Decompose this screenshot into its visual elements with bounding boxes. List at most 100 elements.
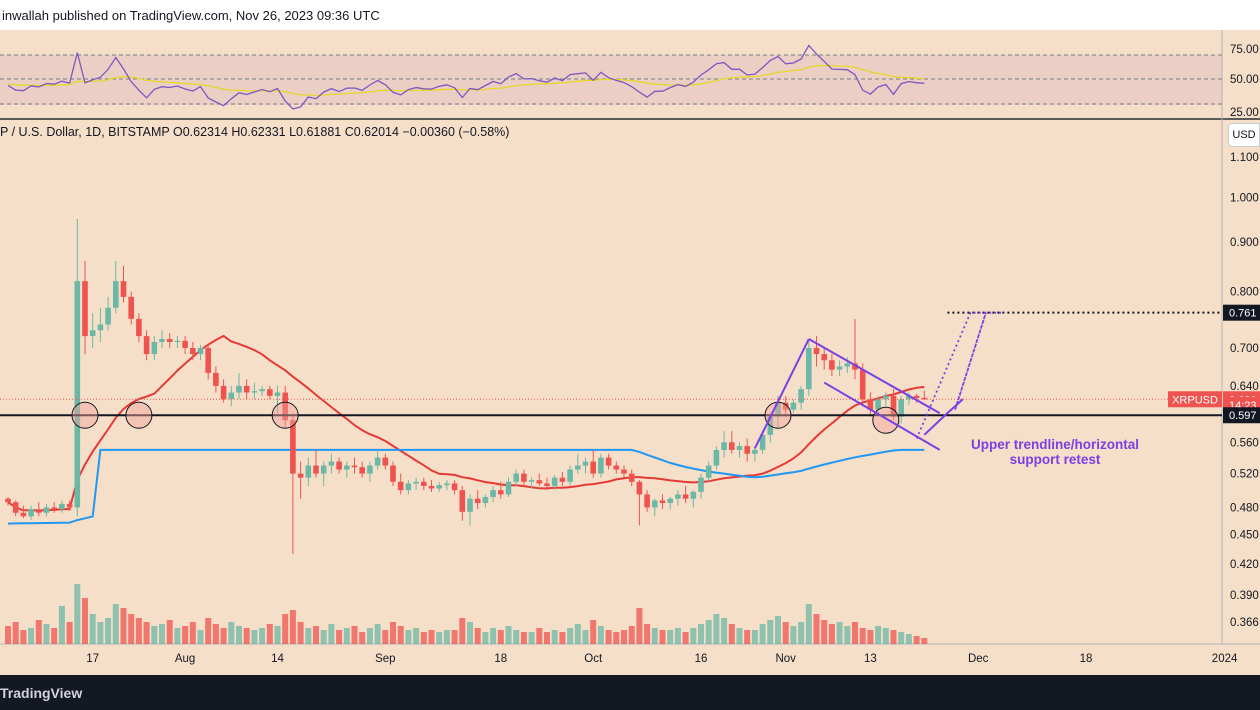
candle-body <box>20 512 27 517</box>
candle <box>421 477 427 491</box>
candle <box>644 490 650 512</box>
candle-body <box>428 485 435 489</box>
volume-bar <box>898 632 905 644</box>
candle <box>274 385 281 414</box>
candle-body <box>113 281 119 308</box>
volume-bar <box>305 628 312 644</box>
candle <box>290 413 296 554</box>
candle <box>66 500 73 511</box>
candle-body <box>243 385 250 393</box>
candle-body <box>644 494 650 508</box>
volume-bar <box>20 630 27 644</box>
candle-body <box>836 366 843 370</box>
candle-body <box>544 483 550 486</box>
candle <box>474 490 481 510</box>
candle <box>28 505 34 520</box>
volume-bar <box>182 626 189 644</box>
candle-body <box>713 449 720 466</box>
volume-bar <box>813 614 820 644</box>
volume-bar <box>82 598 88 644</box>
candle-body <box>890 395 897 417</box>
candle-body <box>251 391 258 393</box>
volume-bar <box>728 624 735 644</box>
time-tick-label: Sep <box>375 653 395 665</box>
volume-bar <box>112 604 119 644</box>
time-tick-label: 17 <box>86 653 99 665</box>
candle <box>297 461 304 499</box>
candle-body <box>436 485 442 489</box>
candle <box>151 336 158 361</box>
candle-body <box>197 347 204 355</box>
price-tick-label: 0.900 <box>1230 237 1259 249</box>
volume-bar <box>536 628 543 644</box>
candle <box>852 318 858 380</box>
price-tick-label: 0.520 <box>1230 469 1259 481</box>
candle-body <box>467 498 473 512</box>
price-chart[interactable]: 75.00 50.00 25.00 1.100 1.000 0.900 0.800 0.700… <box>0 30 1260 675</box>
candle <box>20 505 27 519</box>
candle <box>174 336 181 348</box>
volume-bar <box>251 630 258 644</box>
candle-body <box>775 402 781 417</box>
volume-bar <box>559 632 566 644</box>
impulse-line <box>754 338 810 449</box>
candle <box>182 336 188 355</box>
candle-body <box>605 457 612 466</box>
candle <box>598 453 604 478</box>
volume-bar <box>5 626 11 644</box>
volume-bar <box>767 620 774 644</box>
volume-bar <box>89 614 96 644</box>
volume-bar <box>882 628 889 644</box>
candle <box>729 431 735 454</box>
candle <box>652 498 658 517</box>
top-publish-bar: inwallah published on TradingView.com, N… <box>0 0 1260 30</box>
candle-body <box>459 490 466 512</box>
candle <box>806 339 812 396</box>
candle-body <box>521 473 527 482</box>
annotation-line-2: support retest <box>1009 452 1101 467</box>
candle-body <box>374 457 381 466</box>
candle <box>459 485 466 521</box>
candle <box>721 431 727 458</box>
candle <box>5 496 11 506</box>
candle-body <box>921 397 928 400</box>
volume-bar <box>405 630 412 644</box>
currency-button[interactable]: USD <box>1228 123 1260 147</box>
volume-bar <box>174 628 181 644</box>
candle <box>544 477 550 491</box>
footer-brand: TradingView <box>0 684 83 701</box>
candle <box>636 480 643 526</box>
volume-bar <box>459 618 466 644</box>
volume-bar <box>436 632 443 644</box>
wedge-lower-line <box>823 381 941 451</box>
tradingview-logo[interactable]: TradingView <box>0 685 82 701</box>
rsi-tick-label: 75.00 <box>1230 44 1259 56</box>
candle-body <box>559 477 566 482</box>
volume-bar <box>336 630 343 644</box>
volume-bar <box>259 628 266 644</box>
candle-body <box>105 307 111 325</box>
candle-body <box>236 385 242 393</box>
candle-body <box>28 509 34 517</box>
candle <box>367 461 373 482</box>
candle-body <box>313 465 319 474</box>
candle <box>490 485 496 503</box>
volume-bar <box>143 622 150 644</box>
volume-bar <box>128 614 135 644</box>
volume-bar <box>528 632 535 644</box>
candle <box>220 379 227 403</box>
retest-circle <box>125 401 153 429</box>
price-tick-label: 0.700 <box>1230 343 1259 355</box>
legend-change: −0.00360 (−0.58%) <box>402 125 510 139</box>
volume-bar <box>266 624 273 644</box>
publish-note: inwallah published on TradingView.com, N… <box>2 7 380 23</box>
volume-bar <box>51 628 58 644</box>
candle <box>97 307 104 342</box>
candle-body <box>336 461 342 470</box>
candle <box>582 457 589 474</box>
candle <box>166 333 173 348</box>
candle-body <box>721 442 727 450</box>
projection-arrow-b <box>954 311 1002 410</box>
candle <box>513 469 519 486</box>
candle <box>359 461 365 478</box>
